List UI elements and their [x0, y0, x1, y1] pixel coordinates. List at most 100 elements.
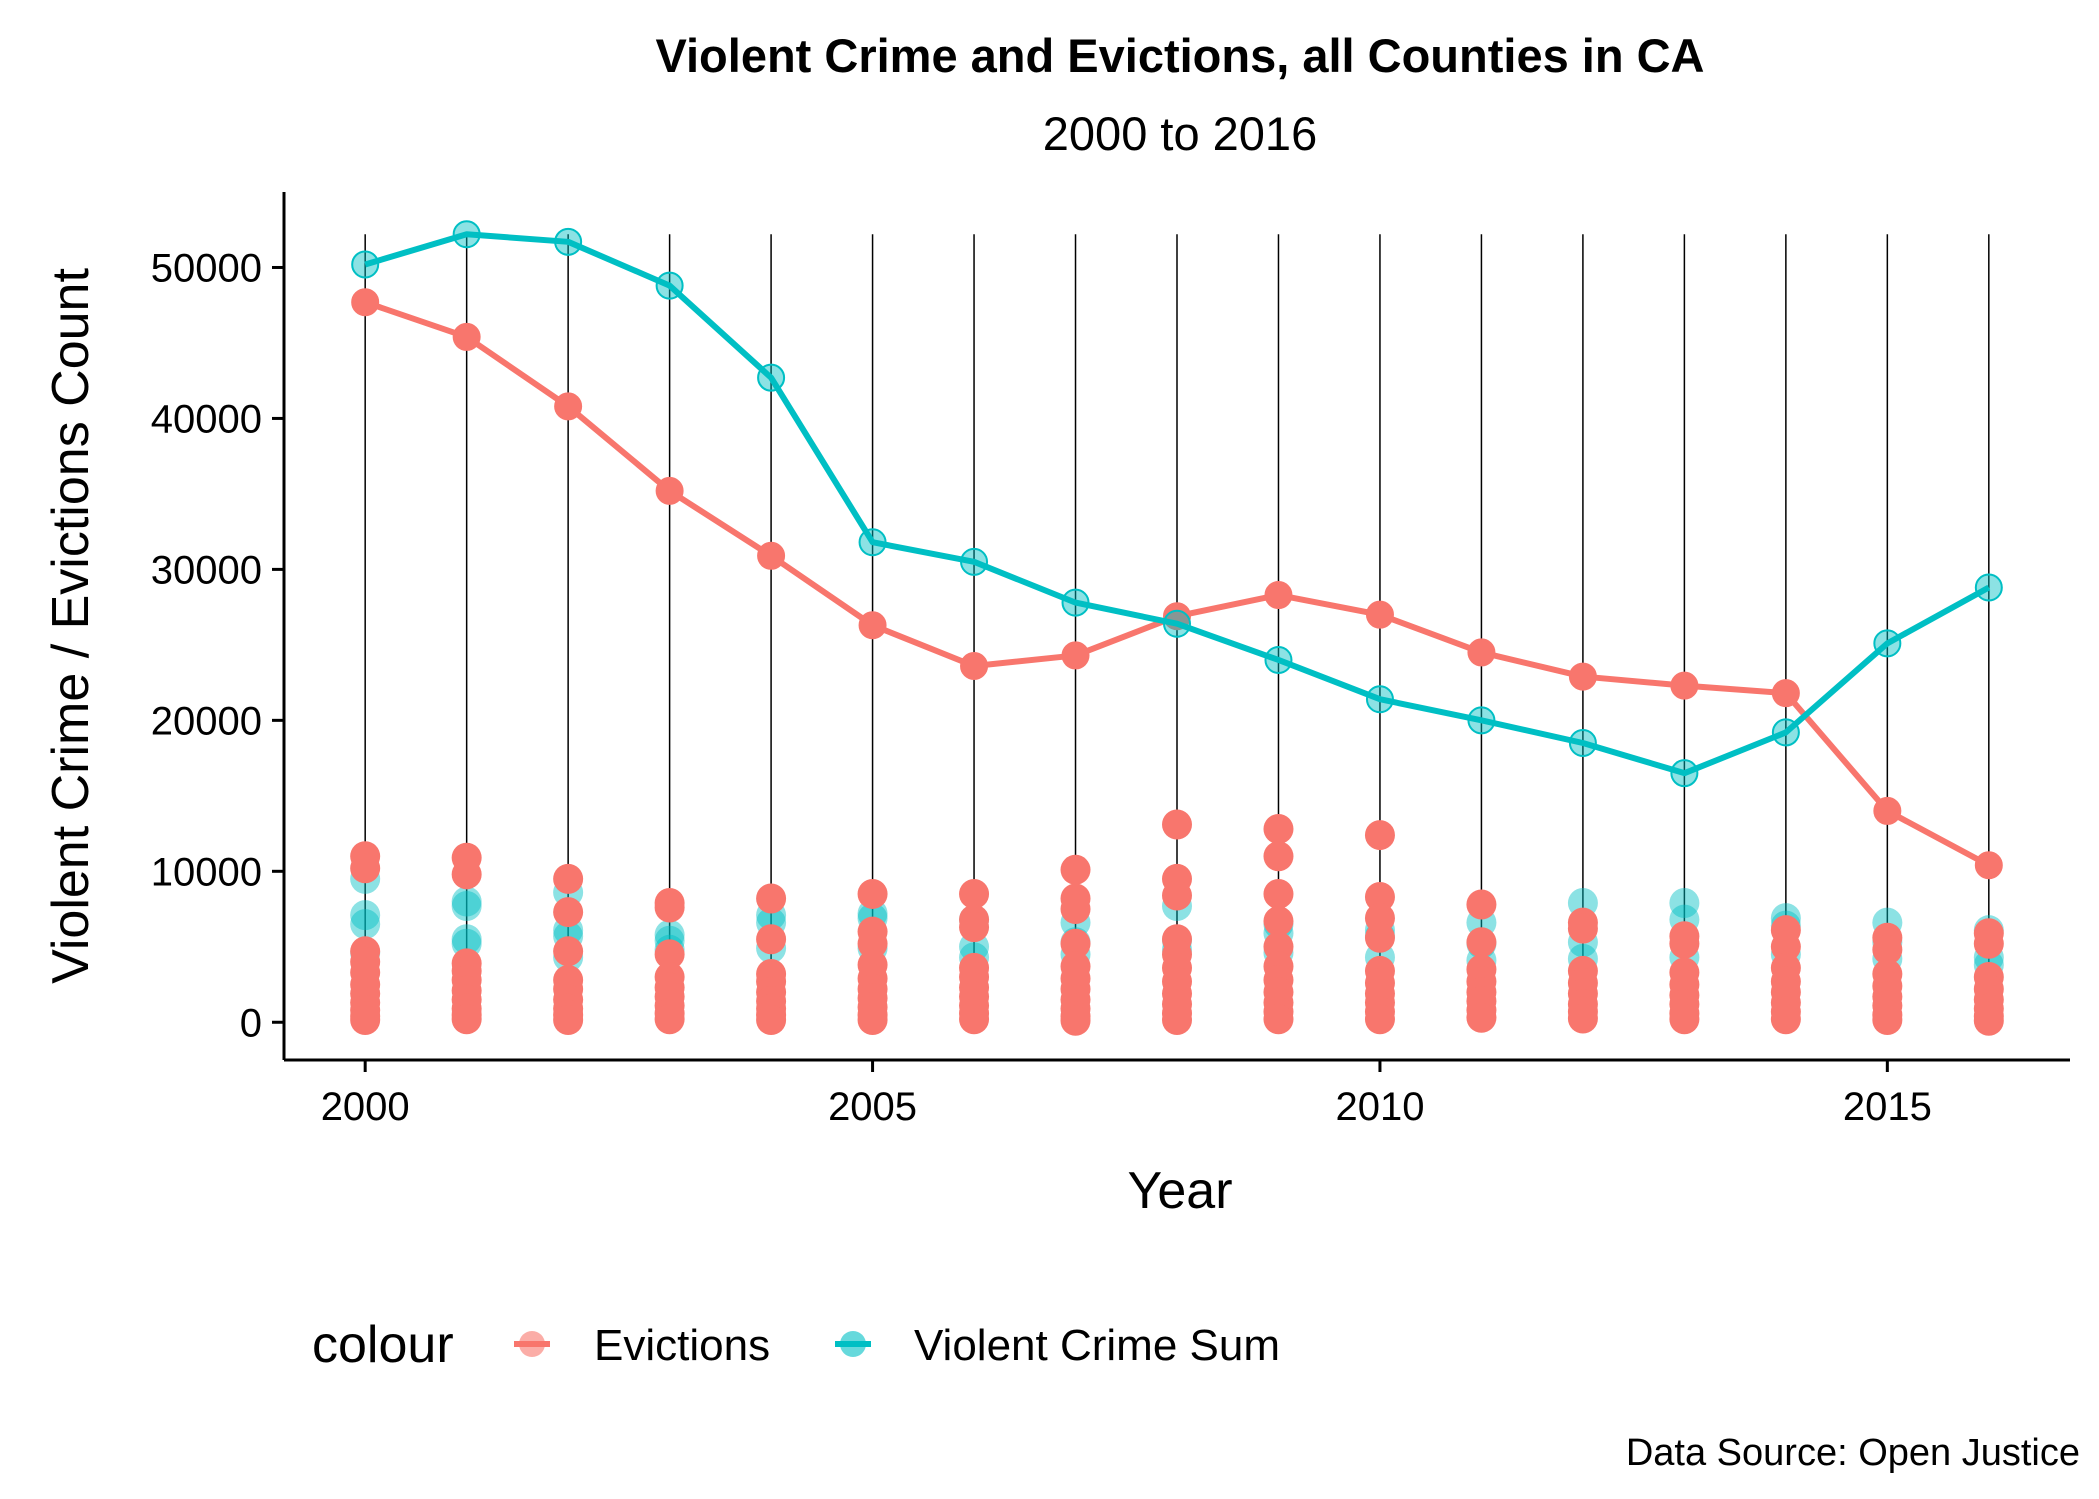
x-tick-label: 2010 [1335, 1085, 1424, 1129]
eviction-county-point [654, 892, 685, 923]
series-line-violent-crime-sum [364, 231, 1991, 777]
series-point-evictions [1771, 679, 1800, 708]
chart-subtitle: 2000 to 2016 [1043, 107, 1317, 160]
eviction-county-point [1770, 931, 1801, 962]
county-points [350, 809, 2004, 1036]
x-axis-title: Year [1127, 1162, 1232, 1220]
eviction-county-point [553, 1004, 584, 1035]
eviction-county-point [1770, 1004, 1801, 1035]
y-tick-label: 30000 [151, 548, 262, 592]
eviction-county-point [1872, 934, 1903, 965]
y-tick-label: 0 [240, 1001, 262, 1045]
crime-county-point [451, 924, 482, 955]
series-point-evictions [554, 392, 583, 421]
eviction-county-point [1973, 928, 2004, 959]
eviction-county-point [1162, 809, 1192, 840]
eviction-county-point [1263, 878, 1294, 909]
series-point-violent-crime-sum [655, 271, 684, 300]
series-point-violent-crime-sum [1873, 629, 1902, 658]
series-point-violent-crime-sum [452, 220, 481, 249]
series-point-evictions [858, 611, 887, 640]
series-point-violent-crime-sum [351, 250, 380, 279]
eviction-county-point [1060, 1005, 1091, 1036]
series-point-violent-crime-sum [1467, 706, 1496, 735]
chart-caption: Data Source: Open Justice [1626, 1432, 2080, 1474]
eviction-county-point [1364, 820, 1395, 851]
x-tick-label: 2000 [321, 1085, 410, 1129]
x-axis-ticks: 2000 2005 2010 2015 [321, 1060, 1932, 1129]
eviction-county-point [1872, 1004, 1903, 1035]
legend-label-evictions: Evictions [594, 1321, 770, 1370]
eviction-county-point [1060, 854, 1091, 885]
series-point-violent-crime-sum [960, 547, 989, 576]
y-tick-label: 40000 [151, 397, 262, 441]
legend-label-violent-crime-sum: Violent Crime Sum [914, 1321, 1280, 1370]
eviction-county-point [1263, 841, 1294, 872]
eviction-county-point [654, 1004, 685, 1035]
series-point-violent-crime-sum [1771, 718, 1800, 747]
series-point-evictions [1568, 662, 1597, 691]
series-point-violent-crime-sum [1670, 759, 1699, 788]
series-point-evictions [1873, 796, 1902, 825]
crime-county-point [350, 909, 381, 940]
series-point-violent-crime-sum [1163, 609, 1191, 638]
eviction-county-point [1567, 913, 1598, 944]
series-point-evictions [1974, 851, 2003, 880]
series-point-violent-crime-sum [1365, 685, 1394, 714]
series-point-evictions [1467, 638, 1496, 667]
eviction-county-point [1364, 881, 1395, 912]
legend: colour Evictions Violent Crime Sum [312, 1316, 1280, 1374]
eviction-county-point [451, 859, 482, 890]
eviction-county-point [1466, 1002, 1497, 1033]
chart-title: Violent Crime and Evictions, all Countie… [656, 29, 1705, 82]
series-point-violent-crime-sum [1974, 573, 2003, 602]
series-point-violent-crime-sum [1061, 588, 1090, 617]
eviction-county-point [1466, 889, 1497, 920]
eviction-county-point [1263, 906, 1294, 937]
series-point-evictions [960, 652, 989, 681]
y-axis-title: Violent Crime / Evictions Count [42, 268, 100, 984]
series-lines [351, 220, 2003, 880]
eviction-county-point [756, 1004, 787, 1035]
eviction-county-point [1060, 894, 1091, 925]
eviction-county-point [1263, 1004, 1294, 1035]
eviction-county-point [654, 939, 685, 970]
series-point-evictions [351, 288, 380, 317]
eviction-county-point [1364, 1004, 1395, 1035]
eviction-county-point [1669, 1004, 1700, 1035]
eviction-county-point [553, 897, 584, 928]
x-tick-label: 2005 [828, 1085, 917, 1129]
series-point-evictions [452, 322, 481, 351]
eviction-county-point [756, 883, 787, 914]
eviction-county-point [959, 878, 990, 909]
eviction-county-point [1162, 1004, 1192, 1035]
legend-key-dot-evictions [519, 1331, 545, 1357]
series-point-violent-crime-sum [858, 528, 887, 557]
series-point-violent-crime-sum [1568, 728, 1597, 757]
eviction-county-point [1973, 1005, 2004, 1036]
legend-title: colour [312, 1316, 454, 1374]
eviction-county-point [959, 912, 990, 943]
eviction-county-point [857, 1004, 888, 1035]
eviction-county-point [756, 924, 787, 955]
eviction-county-point [959, 1004, 990, 1035]
eviction-county-point [1364, 922, 1395, 953]
eviction-county-point [1466, 927, 1497, 958]
eviction-county-point [1567, 1003, 1598, 1034]
eviction-county-point [857, 928, 888, 959]
eviction-county-point [451, 1004, 482, 1035]
crime-county-point [350, 900, 381, 931]
series-point-evictions [1061, 641, 1090, 670]
x-tick-label: 2015 [1843, 1085, 1932, 1129]
series-point-evictions [1264, 581, 1293, 610]
eviction-county-point [1263, 814, 1294, 845]
crime-county-point [451, 886, 482, 917]
eviction-county-point [350, 1004, 381, 1035]
legend-item-violent-crime-sum: Violent Crime Sum [835, 1321, 1280, 1370]
crime-county-point [451, 891, 482, 922]
eviction-county-point [1669, 928, 1700, 959]
y-tick-label: 50000 [151, 246, 262, 290]
legend-key-dot-violent-crime-sum [840, 1331, 866, 1357]
series-point-evictions [1670, 671, 1699, 700]
